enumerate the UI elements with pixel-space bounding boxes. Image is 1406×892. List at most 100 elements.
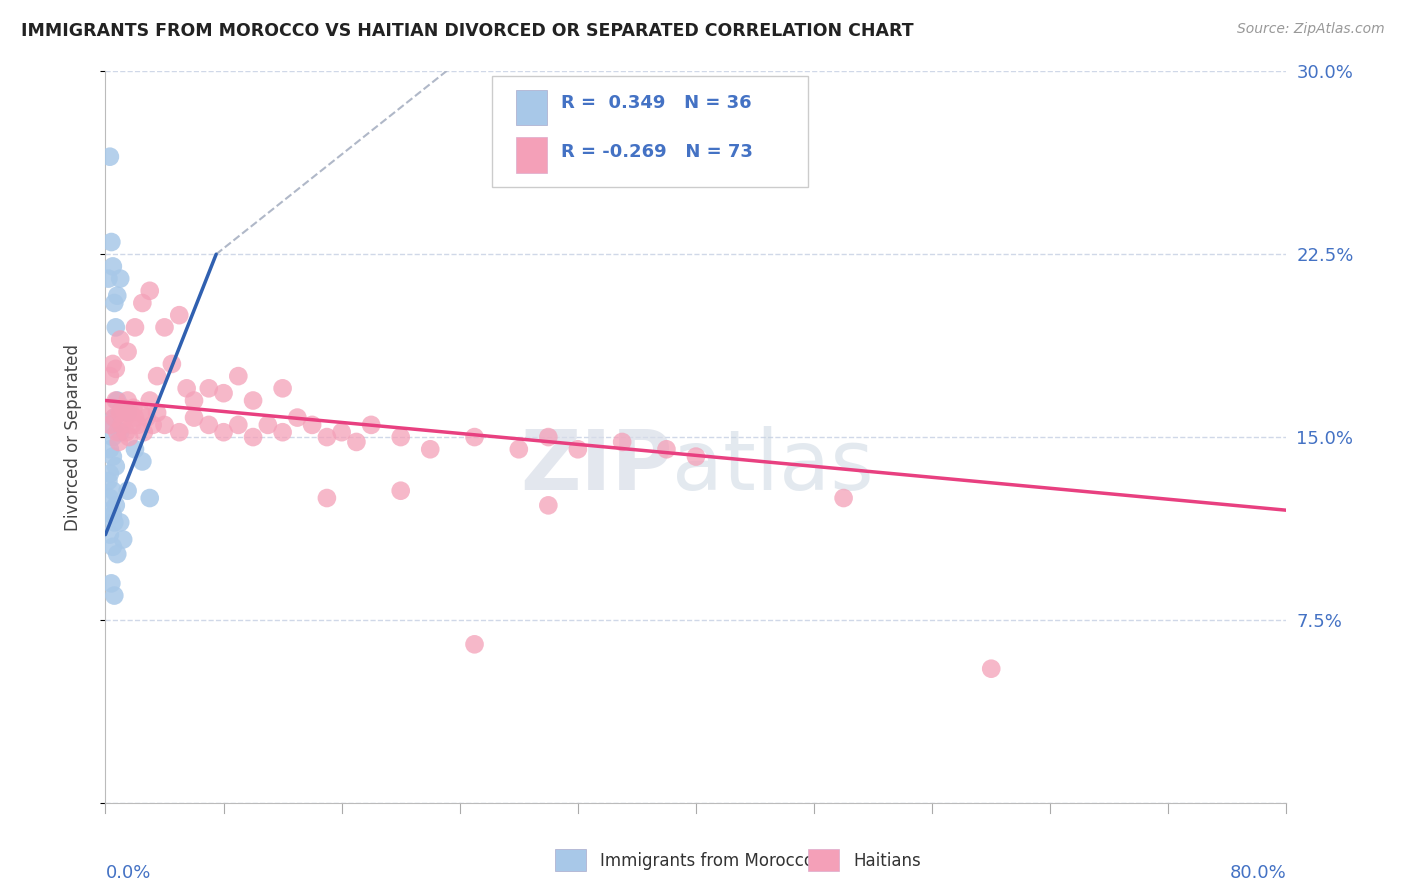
Point <box>97 271 120 285</box>
Point <box>98 527 121 541</box>
Point <box>464 430 486 444</box>
Point <box>101 483 124 498</box>
Point <box>101 508 124 522</box>
Point <box>101 450 124 464</box>
Point <box>114 410 136 425</box>
Point <box>98 467 121 481</box>
Point <box>360 417 382 432</box>
Point <box>138 284 162 298</box>
Point <box>655 442 678 457</box>
Point <box>228 369 250 384</box>
Point <box>146 406 169 420</box>
Point <box>110 425 132 440</box>
Point <box>257 417 280 432</box>
Point <box>103 410 125 425</box>
Point <box>100 235 122 249</box>
Point <box>103 296 125 310</box>
Point <box>110 333 132 347</box>
Point <box>104 361 127 376</box>
Point <box>103 589 125 603</box>
Point <box>183 393 205 408</box>
Point <box>117 483 139 498</box>
Point <box>104 459 127 474</box>
Point <box>105 547 128 561</box>
Point <box>117 406 139 420</box>
Point <box>135 410 157 425</box>
Text: 0.0%: 0.0% <box>105 863 150 882</box>
Point <box>110 271 132 285</box>
Point <box>330 425 353 440</box>
Point <box>98 369 121 384</box>
Point <box>169 308 191 322</box>
Point <box>98 491 121 505</box>
Point <box>132 425 155 440</box>
Point <box>103 516 125 530</box>
Point <box>464 637 486 651</box>
Text: Immigrants from Morocco: Immigrants from Morocco <box>600 852 814 870</box>
Point <box>111 417 134 432</box>
Text: 80.0%: 80.0% <box>1230 863 1286 882</box>
Point <box>124 442 146 457</box>
Point <box>980 662 1002 676</box>
Point <box>212 425 235 440</box>
Point <box>242 393 264 408</box>
Text: ZIP: ZIP <box>520 425 672 507</box>
Point <box>112 401 135 415</box>
Point <box>271 381 294 395</box>
Point <box>104 499 127 513</box>
Point <box>537 499 560 513</box>
Point <box>508 442 530 457</box>
Point <box>98 150 121 164</box>
Y-axis label: Divorced or Separated: Divorced or Separated <box>63 343 82 531</box>
Point <box>122 401 145 415</box>
Point <box>228 417 250 432</box>
Point <box>110 406 132 420</box>
Point <box>124 410 146 425</box>
Point <box>127 417 149 432</box>
Point <box>153 417 176 432</box>
Point <box>142 417 165 432</box>
Point <box>242 430 264 444</box>
Point <box>138 491 162 505</box>
Point <box>315 430 337 444</box>
Point <box>389 430 412 444</box>
Point <box>160 357 183 371</box>
Point <box>537 430 560 444</box>
Point <box>98 442 121 457</box>
Point <box>287 410 309 425</box>
Point <box>97 474 120 488</box>
Point <box>98 417 121 432</box>
Point <box>832 491 855 505</box>
Point <box>101 260 124 274</box>
Text: R =  0.349   N = 36: R = 0.349 N = 36 <box>561 94 752 112</box>
Point <box>101 357 124 371</box>
Point <box>112 533 135 547</box>
Point <box>131 454 153 468</box>
Text: R = -0.269   N = 73: R = -0.269 N = 73 <box>561 143 752 161</box>
Point <box>121 417 143 432</box>
Point <box>153 320 176 334</box>
Point <box>104 320 127 334</box>
Point <box>301 417 323 432</box>
Point <box>105 425 128 440</box>
Point <box>346 434 368 449</box>
Point <box>389 483 412 498</box>
Point <box>101 430 124 444</box>
Point <box>107 434 129 449</box>
Point <box>138 393 162 408</box>
Point <box>271 425 294 440</box>
Point <box>146 369 169 384</box>
Point <box>419 442 441 457</box>
Point <box>176 381 198 395</box>
Point <box>101 540 124 554</box>
Point <box>118 430 141 444</box>
Point <box>183 410 205 425</box>
Point <box>315 491 337 505</box>
Text: IMMIGRANTS FROM MOROCCO VS HAITIAN DIVORCED OR SEPARATED CORRELATION CHART: IMMIGRANTS FROM MOROCCO VS HAITIAN DIVOR… <box>21 22 914 40</box>
Point <box>100 503 122 517</box>
Point <box>197 417 219 432</box>
Text: atlas: atlas <box>672 425 875 507</box>
Point <box>131 296 153 310</box>
Point <box>103 410 125 425</box>
Point <box>567 442 589 457</box>
